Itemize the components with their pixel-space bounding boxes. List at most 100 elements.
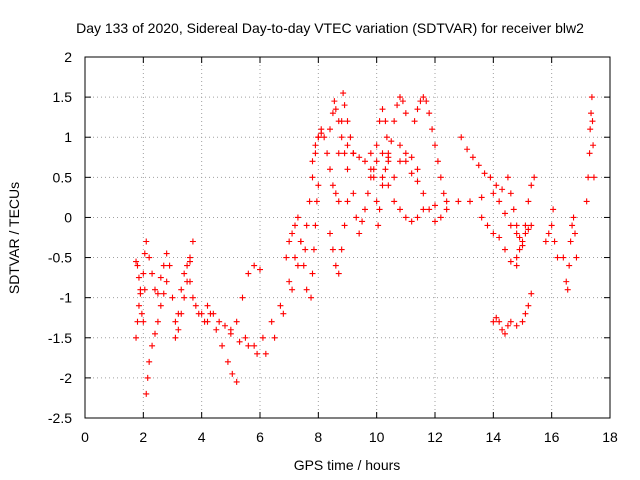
data-point — [563, 278, 570, 285]
data-point — [507, 222, 514, 229]
data-point — [554, 254, 561, 261]
data-point — [341, 222, 348, 229]
series-arc-1 — [133, 258, 148, 325]
data-point — [522, 310, 529, 317]
data-point — [590, 174, 597, 181]
data-point — [141, 250, 148, 257]
data-point — [353, 214, 360, 221]
data-point — [271, 334, 278, 341]
data-point — [300, 262, 307, 269]
data-point — [586, 150, 593, 157]
data-point — [566, 262, 573, 269]
series-arc-14 — [308, 182, 322, 301]
data-point — [294, 214, 301, 221]
data-point — [513, 230, 520, 237]
x-tick-label: 6 — [256, 429, 264, 445]
data-point — [141, 286, 148, 293]
data-point — [163, 250, 170, 257]
data-point — [340, 90, 347, 97]
data-point — [362, 158, 368, 165]
series-arc-34 — [542, 206, 561, 261]
data-point — [216, 318, 223, 325]
data-point — [417, 98, 424, 105]
y-tick-labels: 2 1.5 1 0.5 0 -0.5 -1 -1.5 -2 -2.5 — [48, 49, 72, 426]
y-tick-label: -1 — [60, 290, 73, 306]
data-point — [335, 198, 342, 205]
data-point — [140, 318, 147, 325]
series-arc-19 — [344, 142, 392, 173]
data-point — [499, 326, 506, 333]
data-point — [138, 310, 145, 317]
data-point — [585, 174, 592, 181]
data-point — [573, 254, 580, 261]
data-point — [590, 142, 597, 149]
data-point — [137, 290, 144, 297]
data-point — [528, 222, 535, 229]
data-point — [496, 198, 503, 205]
y-axis-label: SDTVAR / TECUs — [6, 182, 22, 294]
data-point — [144, 374, 151, 381]
data-point — [420, 190, 427, 197]
data-point — [560, 254, 567, 261]
data-point — [397, 206, 403, 213]
data-point — [397, 94, 403, 101]
data-point — [513, 222, 520, 229]
data-point — [310, 246, 317, 253]
series-arc-35 — [560, 214, 580, 293]
data-point — [432, 142, 438, 149]
data-point — [490, 230, 497, 237]
data-point — [379, 150, 386, 157]
data-point — [143, 390, 150, 397]
data-point — [149, 270, 156, 277]
data-point — [414, 214, 421, 221]
data-point — [548, 222, 555, 229]
y-tick-label: 0 — [64, 209, 72, 225]
data-point — [152, 330, 158, 337]
data-point — [172, 334, 179, 341]
data-point — [303, 286, 310, 293]
series-arc-12 — [283, 214, 310, 293]
data-point — [391, 174, 398, 181]
data-point — [289, 230, 296, 237]
data-point — [414, 166, 421, 173]
data-point — [385, 150, 392, 157]
data-point — [589, 118, 596, 125]
data-point — [408, 170, 415, 177]
data-point — [490, 318, 497, 325]
data-point — [443, 198, 450, 205]
data-point — [181, 294, 188, 301]
chart-title: Day 133 of 2020, Sidereal Day-to-day VTE… — [76, 20, 584, 36]
data-point — [429, 126, 436, 133]
data-point — [134, 318, 141, 325]
data-point — [146, 254, 153, 261]
data-point — [227, 330, 234, 337]
data-point — [382, 118, 389, 125]
data-point — [198, 310, 205, 317]
data-point — [356, 230, 363, 237]
data-point — [133, 258, 140, 265]
data-point — [519, 318, 526, 325]
series-arc-31 — [490, 290, 535, 337]
data-point — [338, 118, 345, 125]
data-point — [254, 350, 261, 357]
series-arc-32 — [504, 174, 538, 249]
data-point — [402, 214, 409, 221]
data-point — [516, 234, 523, 241]
data-point — [332, 262, 339, 269]
data-point — [292, 254, 298, 261]
data-point — [204, 302, 211, 309]
data-point — [233, 318, 240, 325]
x-tick-label: 16 — [544, 429, 560, 445]
data-point — [375, 222, 382, 229]
data-point — [204, 318, 211, 325]
data-point — [283, 254, 290, 261]
data-point — [233, 378, 240, 385]
data-point — [481, 170, 488, 177]
data-point — [306, 198, 313, 205]
data-point — [484, 222, 491, 229]
data-point — [388, 138, 395, 145]
data-point — [475, 162, 482, 169]
y-tick-label: 2 — [64, 49, 72, 65]
data-point — [294, 262, 301, 269]
